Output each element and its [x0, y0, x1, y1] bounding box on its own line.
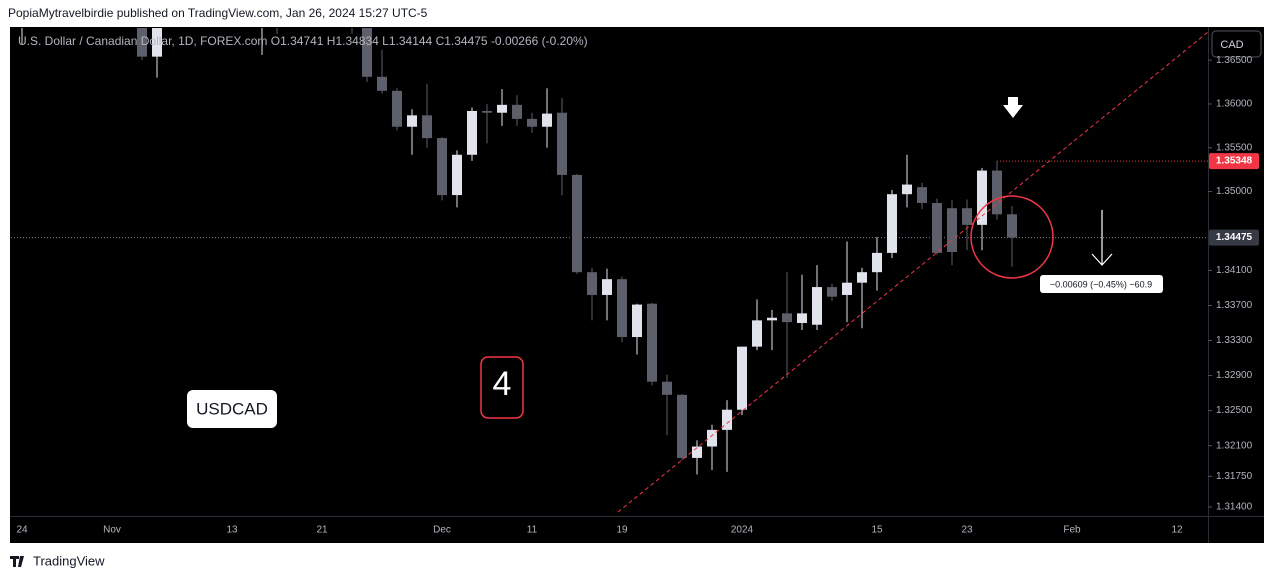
- candle-body: [917, 187, 927, 203]
- y-tick-label: 1.36000: [1216, 99, 1253, 110]
- logo: [10, 556, 24, 567]
- candle-body: [572, 174, 582, 273]
- candle-body: [707, 429, 717, 447]
- x-tick-label: 13: [226, 525, 238, 536]
- candle-body: [962, 208, 972, 225]
- currency-button[interactable]: [1211, 30, 1262, 58]
- currency[interactable]: CAD: [1220, 39, 1243, 51]
- y-tick-label: 1.32100: [1216, 440, 1253, 451]
- symbol-note: USDCAD: [196, 399, 268, 418]
- x-tick-label: Nov: [103, 525, 121, 536]
- candle-body: [602, 279, 612, 295]
- candle-body: [827, 287, 837, 297]
- candle-body: [407, 115, 417, 127]
- candle-body: [647, 303, 657, 382]
- symbol-header: U.S. Dollar / Canadian Dollar, 1D, FOREX…: [18, 34, 588, 48]
- count-note-box: [480, 356, 524, 419]
- candle-body: [467, 110, 477, 155]
- candle-body: [587, 272, 597, 295]
- x-tick-label: 2024: [731, 525, 754, 536]
- candle-body: [872, 252, 882, 273]
- candle-body: [767, 317, 777, 321]
- plot: [11, 28, 1208, 475]
- candle-body: [152, 28, 162, 57]
- candle-body: [437, 138, 447, 196]
- candle-body: [677, 394, 687, 458]
- candle-body: [902, 184, 912, 195]
- measure-box: [1040, 275, 1163, 293]
- candle-body: [422, 115, 432, 139]
- candle-body: [527, 118, 537, 127]
- y-tick-label: 1.32500: [1216, 405, 1253, 416]
- x-tick-label: Feb: [1063, 525, 1081, 536]
- down-arrow: [1091, 210, 1113, 266]
- candle-body: [857, 272, 867, 283]
- candle-body: [137, 28, 147, 57]
- candle-body: [542, 113, 552, 127]
- x-tick-label: 11: [527, 525, 538, 536]
- x-tick-label: 23: [961, 525, 973, 536]
- candle-body: [947, 208, 957, 253]
- candle-body: [557, 112, 567, 175]
- candle-body: [752, 320, 762, 347]
- candle-body: [737, 346, 747, 410]
- measure-note: −0.00609 (−0.45%) −60.9: [1050, 279, 1152, 289]
- candle-body: [887, 194, 897, 253]
- candle-body: [992, 170, 1002, 215]
- candle-body: [452, 154, 462, 196]
- high-level-box: [1209, 153, 1259, 170]
- candle-body: [512, 104, 522, 119]
- footer-brand: TradingView: [33, 553, 105, 568]
- candle-body: [362, 28, 372, 77]
- count-note: 4: [493, 365, 512, 403]
- candle-body: [977, 170, 987, 225]
- last-price-box: [1209, 229, 1259, 246]
- candle-body: [932, 202, 942, 253]
- publish-info: PopiaMytravelbirdie published on Trading…: [8, 6, 428, 20]
- candle-body: [632, 304, 642, 338]
- x-tick-label: 21: [316, 525, 328, 536]
- candle-body: [812, 287, 822, 325]
- candle-body: [1007, 214, 1017, 238]
- y-tick-label: 1.33700: [1216, 300, 1253, 311]
- y-tick-label: 1.35000: [1216, 186, 1253, 197]
- y-tick-label: 1.36500: [1216, 55, 1253, 66]
- candle-body: [497, 104, 507, 113]
- high-level-label: 1.35348: [1216, 156, 1253, 167]
- candle-body: [392, 90, 402, 127]
- x-tick-label: 19: [616, 525, 628, 536]
- down-arrow-icon: [1003, 97, 1023, 118]
- x-tick-label: 12: [1171, 525, 1183, 536]
- candle-body: [662, 381, 672, 395]
- candle-body: [617, 279, 627, 338]
- trend-line: [617, 31, 1208, 513]
- candle-body: [782, 313, 792, 323]
- y-tick-label: 1.31750: [1216, 471, 1253, 482]
- candle-body: [377, 76, 387, 91]
- candle-body: [842, 282, 852, 295]
- y-tick-label: 1.31400: [1216, 502, 1253, 513]
- y-tick-label: 1.35500: [1216, 142, 1253, 153]
- x-tick-label: 15: [871, 525, 883, 536]
- x-tick-label: Dec: [433, 525, 451, 536]
- y-tick-label: 1.33300: [1216, 335, 1253, 346]
- highlight-circle: [970, 195, 1054, 279]
- y-tick-label: 1.34100: [1216, 265, 1253, 276]
- candle-body: [482, 110, 492, 113]
- last-price-label: 1.34475: [1216, 232, 1253, 243]
- x-tick-label: 24: [16, 525, 28, 536]
- candle-body: [692, 446, 702, 458]
- y-tick-label: 1.32900: [1216, 370, 1253, 381]
- candle-body: [797, 313, 807, 323]
- symbol-note-box: [187, 390, 277, 428]
- candle-body: [722, 409, 732, 430]
